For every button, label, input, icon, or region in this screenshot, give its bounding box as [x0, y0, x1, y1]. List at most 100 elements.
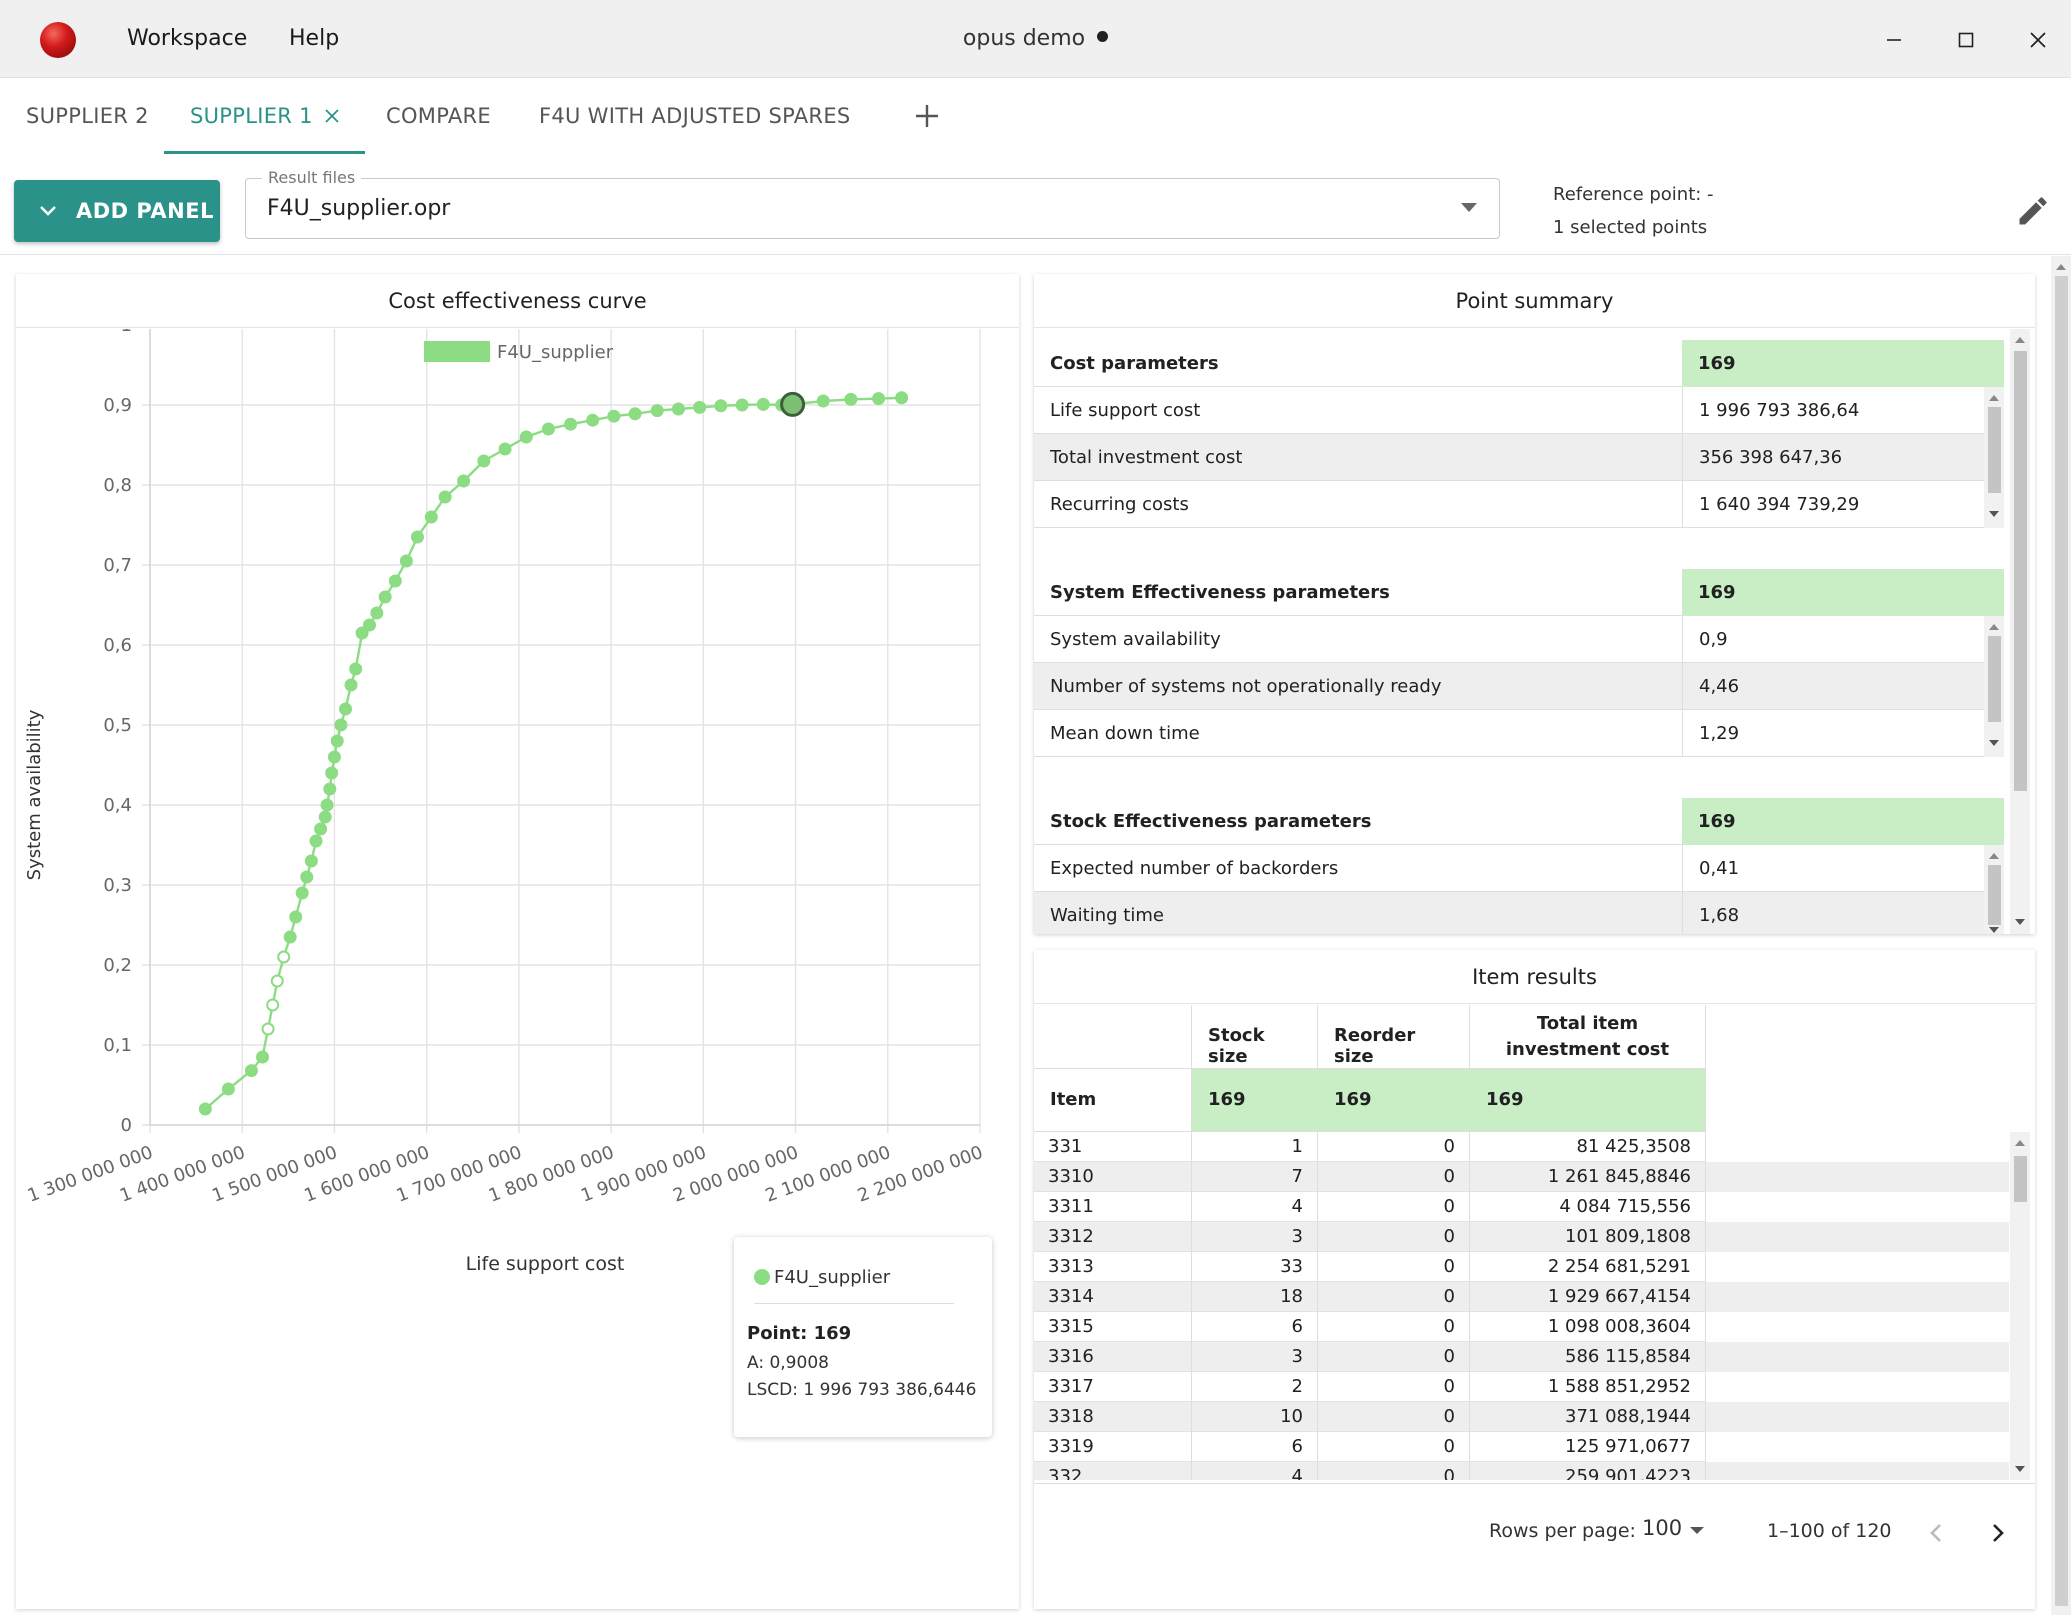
table-row[interactable]: 3315 6 0 1 098 008,3604	[1034, 1312, 2009, 1342]
scroll-down-icon[interactable]	[2015, 1466, 2025, 1472]
data-point	[438, 490, 452, 504]
investment-cell: 1 098 008,3604	[1470, 1312, 1706, 1342]
data-point	[586, 413, 600, 427]
chevron-right-icon	[1993, 1524, 2004, 1542]
menu-workspace[interactable]: Workspace	[127, 26, 248, 51]
tab-f4u-adjusted-spares[interactable]: F4U WITH ADJUSTED SPARES	[539, 78, 851, 154]
scroll-thumb[interactable]	[2014, 351, 2027, 791]
close-window-button[interactable]	[2016, 18, 2060, 62]
reorder-size-cell: 0	[1318, 1222, 1470, 1252]
tab-compare[interactable]: COMPARE	[386, 78, 491, 154]
investment-cell: 125 971,0677	[1470, 1432, 1706, 1462]
scroll-thumb[interactable]	[2055, 276, 2068, 1606]
table-row[interactable]: 332 4 0 259 901,4223	[1034, 1462, 2009, 1480]
section-header-label: System Effectiveness parameters	[1050, 582, 1390, 603]
section-scrollbar[interactable]	[1984, 387, 2004, 528]
point-cell-investment: 169	[1470, 1069, 1706, 1132]
stock-size-cell: 6	[1192, 1432, 1318, 1462]
maximize-button[interactable]	[1944, 18, 1988, 62]
prev-page-button[interactable]	[1922, 1518, 1952, 1548]
data-point	[362, 618, 376, 632]
section-scrollbar[interactable]	[1984, 616, 2004, 757]
rows-per-page-value: 100	[1642, 1516, 1683, 1540]
next-page-button[interactable]	[1982, 1518, 2012, 1548]
reorder-size-cell: 0	[1318, 1282, 1470, 1312]
table-row[interactable]: 3319 6 0 125 971,0677	[1034, 1432, 2009, 1462]
result-files-select[interactable]: Result files F4U_supplier.opr	[245, 168, 1500, 239]
maximize-icon	[1958, 32, 1974, 48]
add-tab-button[interactable]	[914, 78, 940, 154]
section-scrollbar[interactable]	[1984, 845, 2004, 934]
y-tick-label: 0,6	[103, 635, 132, 656]
column-header-reorder-size[interactable]: Reorder size	[1318, 1005, 1470, 1069]
table-row[interactable]: 3318 10 0 371 088,1944	[1034, 1402, 2009, 1432]
scroll-up-icon[interactable]	[1989, 624, 1999, 630]
close-tab-icon[interactable]	[323, 107, 341, 125]
stock-size-cell: 2	[1192, 1372, 1318, 1402]
item-results-scrollbar[interactable]	[2010, 1132, 2030, 1480]
stock-size-cell: 3	[1192, 1222, 1318, 1252]
header-empty-cell	[1034, 1005, 1192, 1069]
cost-curve-chart[interactable]: 00,10,20,30,40,50,60,70,80,911 300 000 0…	[16, 329, 1019, 1609]
point-summary-title: Point summary	[1034, 274, 2035, 328]
add-panel-button[interactable]: ADD PANEL	[14, 180, 220, 242]
scroll-down-icon[interactable]	[1989, 511, 1999, 517]
y-tick-label: 1	[121, 329, 132, 336]
menu-help[interactable]: Help	[289, 26, 340, 51]
section-header-row: Stock Effectiveness parameters 169	[1034, 798, 2004, 845]
scroll-down-icon[interactable]	[1989, 927, 1999, 933]
scroll-thumb[interactable]	[1988, 407, 2001, 493]
tab-supplier-2[interactable]: SUPPLIER 2	[26, 78, 149, 154]
column-header-total-investment[interactable]: Total item investment cost	[1470, 1005, 1706, 1069]
summary-row: Waiting time 1,68	[1034, 892, 2004, 934]
window-scrollbar[interactable]	[2051, 256, 2071, 1615]
scroll-up-icon[interactable]	[2056, 264, 2066, 270]
data-point	[261, 1022, 275, 1036]
summary-label: Expected number of backorders	[1050, 858, 1339, 879]
data-point	[339, 702, 353, 716]
table-row[interactable]: 3310 7 0 1 261 845,8846	[1034, 1162, 2009, 1192]
chevron-left-icon	[1930, 1524, 1941, 1542]
table-row[interactable]: 3311 4 0 4 084 715,556	[1034, 1192, 2009, 1222]
point-summary-scrollbar[interactable]	[2010, 329, 2030, 934]
tab-label: SUPPLIER 2	[26, 104, 149, 128]
scroll-down-icon[interactable]	[2015, 919, 2025, 925]
rows-per-page-label: Rows per page:	[1489, 1520, 1636, 1542]
point-summary-scroll-area[interactable]: Cost parameters 169 Life support cost 1 …	[1034, 329, 2034, 934]
reorder-size-cell: 0	[1318, 1462, 1470, 1480]
summary-row: System availability 0,9	[1034, 616, 2004, 663]
section-header-row: Cost parameters 169	[1034, 340, 2004, 387]
tab-supplier-1[interactable]: SUPPLIER 1	[164, 78, 365, 154]
edit-button[interactable]	[2015, 193, 2051, 229]
scroll-up-icon[interactable]	[2015, 337, 2025, 343]
toolbar-divider	[0, 254, 2071, 255]
minimize-button[interactable]	[1872, 18, 1916, 62]
scroll-thumb[interactable]	[1988, 636, 2001, 722]
table-row[interactable]: 3314 18 0 1 929 667,4154	[1034, 1282, 2009, 1312]
table-row[interactable]: 3313 33 0 2 254 681,5291	[1034, 1252, 2009, 1282]
scroll-up-icon[interactable]	[1989, 395, 1999, 401]
rows-per-page-select[interactable]: 100	[1642, 1516, 1712, 1546]
scroll-thumb[interactable]	[2014, 1156, 2027, 1202]
table-row[interactable]: 3312 3 0 101 809,1808	[1034, 1222, 2009, 1252]
table-row[interactable]: 3316 3 0 586 115,8584	[1034, 1342, 2009, 1372]
scroll-thumb[interactable]	[1988, 865, 2001, 925]
summary-label: Waiting time	[1050, 905, 1164, 926]
scroll-down-icon[interactable]	[1989, 740, 1999, 746]
scroll-up-icon[interactable]	[1989, 853, 1999, 859]
stock-size-cell: 7	[1192, 1162, 1318, 1192]
column-header-stock-size[interactable]: Stock size	[1192, 1005, 1318, 1069]
summary-label: Life support cost	[1050, 400, 1201, 421]
table-row[interactable]: 331 1 0 81 425,3508	[1034, 1132, 2009, 1162]
item-results-body[interactable]: 331 1 0 81 425,3508 3310 7 0 1 261 845,8846 3311…	[1034, 1132, 2009, 1480]
chevron-down-icon	[40, 206, 56, 216]
stock-size-cell: 1	[1192, 1132, 1318, 1162]
legend-swatch	[424, 341, 490, 362]
tooltip-series-name: F4U_supplier	[774, 1267, 891, 1288]
item-cell: 3313	[1034, 1252, 1192, 1282]
table-row[interactable]: 3317 2 0 1 588 851,2952	[1034, 1372, 2009, 1402]
tab-label: SUPPLIER 1	[190, 104, 313, 128]
scroll-up-icon[interactable]	[2015, 1140, 2025, 1146]
data-point	[607, 409, 621, 423]
y-tick-label: 0,8	[103, 475, 132, 496]
